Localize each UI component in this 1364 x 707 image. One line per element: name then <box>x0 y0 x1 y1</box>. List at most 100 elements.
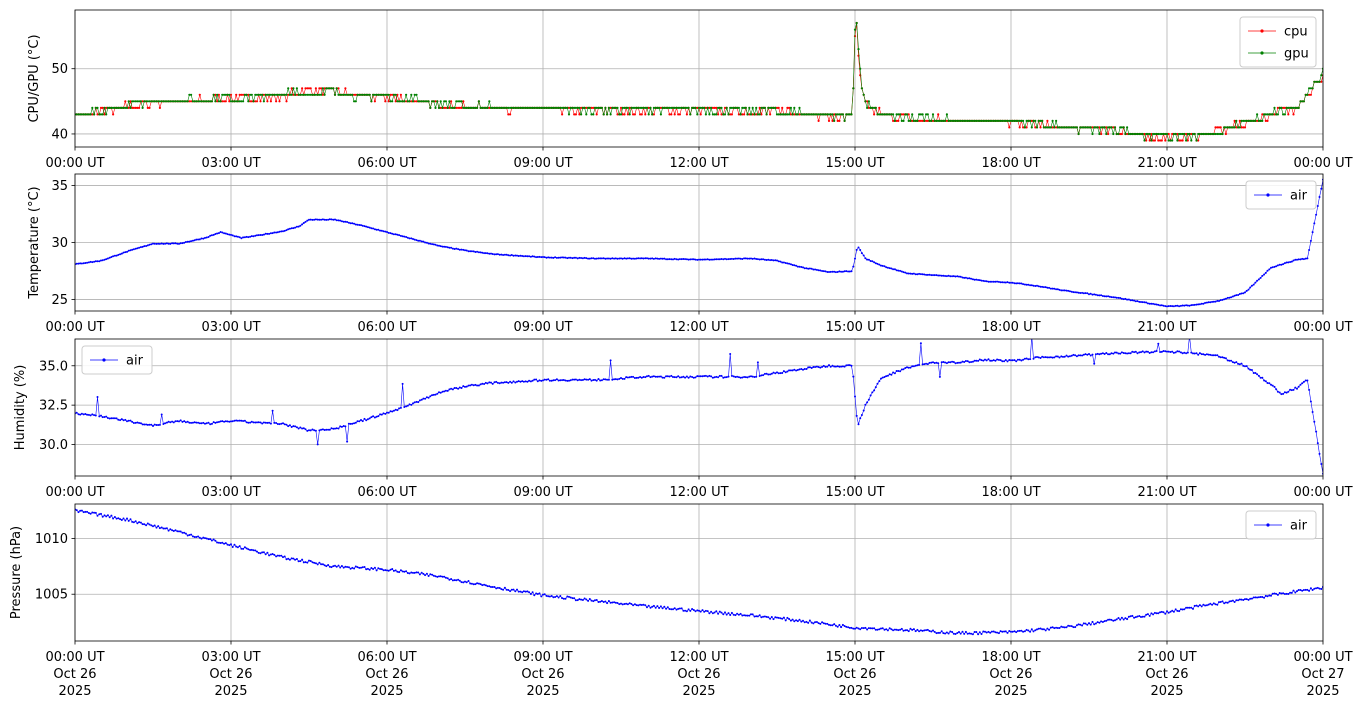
data-point <box>1018 282 1021 285</box>
data-point <box>243 546 246 549</box>
data-point <box>824 270 827 273</box>
data-point <box>840 365 843 368</box>
data-point <box>238 545 241 548</box>
x-tick-label: 12:00 UT <box>669 485 728 500</box>
data-point <box>862 93 865 96</box>
data-point <box>670 106 673 109</box>
data-point <box>542 379 544 382</box>
data-point <box>1015 119 1018 122</box>
data-point <box>992 630 995 633</box>
data-point <box>540 595 543 598</box>
data-point <box>573 106 576 109</box>
data-point <box>945 113 949 116</box>
data-point <box>632 375 635 378</box>
data-point <box>557 106 560 109</box>
data-point <box>637 257 640 260</box>
data-point <box>327 428 330 431</box>
data-point <box>862 254 865 257</box>
data-point <box>278 554 281 557</box>
data-point <box>800 266 803 268</box>
data-point <box>781 617 784 620</box>
data-point <box>1189 335 1191 337</box>
data-point <box>483 252 486 255</box>
legend-label-air: air <box>1290 189 1308 204</box>
data-point <box>554 379 557 382</box>
data-point <box>429 242 432 245</box>
data-point <box>323 429 326 431</box>
data-point <box>881 627 884 630</box>
data-point <box>1018 126 1021 129</box>
data-point <box>1013 359 1016 362</box>
data-point <box>302 93 305 96</box>
data-point <box>1282 392 1285 395</box>
data-point <box>526 380 529 383</box>
data-point <box>462 100 465 103</box>
data-point <box>732 258 735 260</box>
data-point <box>448 246 451 249</box>
data-point <box>169 100 172 103</box>
data-point <box>451 388 454 391</box>
data-point <box>1294 258 1297 261</box>
x-tick-label: 21:00 UT <box>1137 156 1196 171</box>
data-point <box>996 631 999 634</box>
data-point <box>609 257 612 260</box>
data-point <box>283 555 286 558</box>
data-point <box>507 589 510 591</box>
data-point <box>590 379 593 382</box>
data-point <box>1231 295 1234 298</box>
data-point <box>134 421 137 424</box>
data-point <box>639 106 642 109</box>
data-point <box>451 106 454 109</box>
data-point <box>987 630 990 633</box>
data-point <box>146 423 149 426</box>
data-point <box>659 257 662 260</box>
data-point <box>176 530 179 533</box>
data-point <box>106 257 109 260</box>
data-point <box>1055 126 1058 129</box>
data-point <box>937 362 940 365</box>
data-point <box>854 627 856 630</box>
data-point <box>346 566 349 568</box>
data-point <box>519 590 522 593</box>
data-point <box>458 386 461 389</box>
data-point <box>1301 382 1304 385</box>
data-point <box>224 93 227 96</box>
data-point <box>770 616 773 618</box>
data-point <box>455 100 458 103</box>
data-point <box>375 93 378 96</box>
data-point <box>200 422 203 425</box>
data-point <box>399 234 402 237</box>
data-point <box>786 370 789 373</box>
data-point <box>1205 132 1208 136</box>
data-point <box>528 255 531 258</box>
data-point <box>592 600 595 603</box>
data-point <box>765 259 768 261</box>
data-point <box>574 599 577 602</box>
data-point <box>649 257 652 260</box>
data-point <box>944 632 947 635</box>
data-point <box>925 113 928 116</box>
data-point <box>1022 283 1025 286</box>
data-point <box>1192 304 1194 306</box>
data-point <box>1238 119 1241 122</box>
data-point <box>401 100 404 103</box>
data-point <box>1056 126 1059 129</box>
data-point <box>105 415 108 418</box>
data-point <box>689 375 692 378</box>
data-point <box>1133 616 1136 619</box>
data-point <box>1112 352 1115 355</box>
data-point <box>652 257 655 260</box>
data-point <box>261 422 264 425</box>
data-point <box>817 366 820 368</box>
data-point <box>831 624 834 627</box>
data-point <box>115 106 118 109</box>
data-point <box>330 87 333 90</box>
data-point <box>389 232 392 235</box>
data-point <box>425 241 428 244</box>
data-point <box>566 595 569 598</box>
x-tick-label: 00:00 UT <box>1293 156 1352 171</box>
data-point <box>1252 119 1255 122</box>
data-point <box>1172 132 1175 136</box>
data-point <box>1160 132 1163 136</box>
data-point <box>867 258 870 261</box>
